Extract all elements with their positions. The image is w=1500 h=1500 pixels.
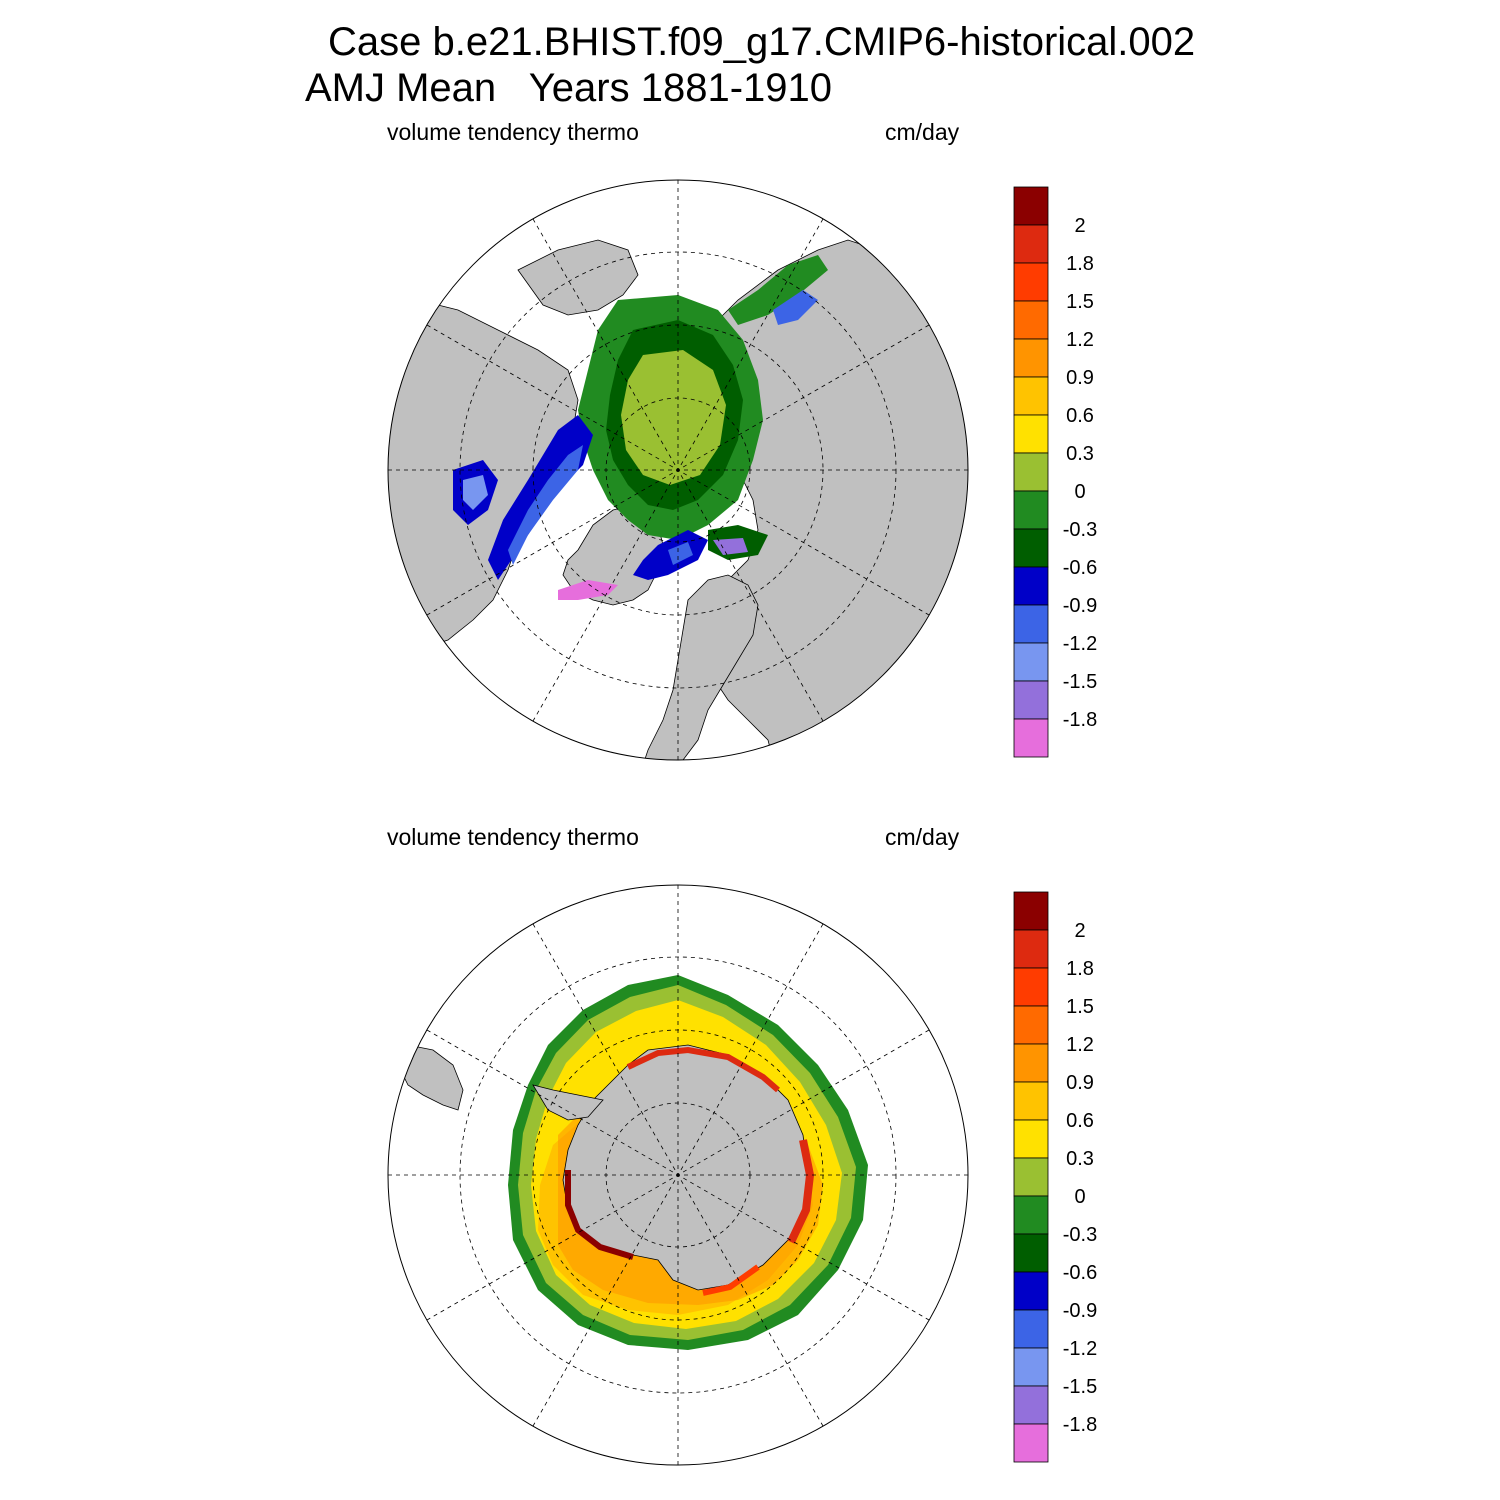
colorbar-tick-label: 0.9 <box>1066 367 1094 389</box>
colorbar-tick-label: 1.2 <box>1066 329 1094 351</box>
panel1-variable-label: volume tendency thermo <box>387 119 639 145</box>
colorbar-tick-label: 1.5 <box>1066 291 1094 313</box>
colorbar-swatch <box>1013 1195 1049 1235</box>
south-map-boundary <box>387 884 969 1466</box>
colorbar-swatch <box>1013 224 1049 264</box>
colorbar-swatch <box>1013 604 1049 644</box>
north-sea-ice-field <box>453 255 828 600</box>
colorbar-tick-label: -0.3 <box>1063 1224 1097 1246</box>
colorbar-swatch <box>1013 1423 1049 1463</box>
colorbar-tick-label: -0.6 <box>1063 1262 1097 1284</box>
panel1-units-label: cm/day <box>885 119 960 145</box>
colorbar-swatch <box>1013 642 1049 682</box>
colorbar-tick-label: 1.5 <box>1066 996 1094 1018</box>
north-polar-map <box>387 179 969 761</box>
south-colorbar: 2 1.8 1.5 1.2 0.9 0.6 0.3 0 -0.3 -0.6 -0.9 -1.2 -1.5… <box>1013 891 1097 1463</box>
south-graticule <box>388 885 968 1465</box>
colorbar-tick-label: -1.5 <box>1063 671 1097 693</box>
colorbar-swatch <box>1013 680 1049 720</box>
colorbar-tick-label: -1.8 <box>1063 1414 1097 1436</box>
colorbar-swatch <box>1013 1081 1049 1121</box>
panel2-variable-label: volume tendency thermo <box>387 824 639 850</box>
figure-title-line1: Case b.e21.BHIST.f09_g17.CMIP6-historica… <box>328 20 1196 64</box>
colorbar-tick-label: 2 <box>1074 920 1085 942</box>
colorbar-swatch <box>1013 1233 1049 1273</box>
colorbar-tick-label: 0.6 <box>1066 405 1094 427</box>
colorbar-tick-label: -0.3 <box>1063 519 1097 541</box>
colorbar-swatch <box>1013 891 1049 931</box>
south-coastal-band-west <box>565 1170 634 1260</box>
colorbar-swatch <box>1013 1119 1049 1159</box>
colorbar-tick-label: -0.9 <box>1063 1300 1097 1322</box>
colorbar-swatch <box>1013 718 1049 758</box>
figure-title-line2: AMJ Mean Years 1881-1910 <box>305 66 833 110</box>
panel2-units-label: cm/day <box>885 824 960 850</box>
colorbar-swatch <box>1013 376 1049 416</box>
colorbar-tick-label: 2 <box>1074 215 1085 237</box>
colorbar-swatch <box>1013 490 1049 530</box>
colorbar-tick-label: -1.2 <box>1063 633 1097 655</box>
south-coastal-band-north <box>626 1046 780 1093</box>
colorbar-swatch <box>1013 452 1049 492</box>
colorbar-tick-label: -1.5 <box>1063 1376 1097 1398</box>
south-coastal-band-south <box>702 1264 760 1296</box>
colorbar-swatch <box>1013 1005 1049 1045</box>
colorbar-tick-label: 0.3 <box>1066 443 1094 465</box>
colorbar-swatch <box>1013 528 1049 568</box>
colorbar-tick-label: -0.6 <box>1063 557 1097 579</box>
colorbar-tick-label: 1.8 <box>1066 958 1094 980</box>
colorbar-tick-label: 1.2 <box>1066 1034 1094 1056</box>
colorbar-tick-label: -1.8 <box>1063 709 1097 731</box>
colorbar-swatch <box>1013 1157 1049 1197</box>
north-map-boundary <box>387 179 969 761</box>
colorbar-tick-label: 0 <box>1074 1186 1085 1208</box>
north-colorbar: 2 1.8 1.5 1.2 0.9 0.6 0.3 0 -0.3 -0.6 -0.9 -1.2 -1.5… <box>1013 186 1097 758</box>
colorbar-swatch <box>1013 1043 1049 1083</box>
colorbar-tick-label: -1.2 <box>1063 1338 1097 1360</box>
antarctic-peninsula-land <box>532 1084 604 1121</box>
north-land <box>388 239 968 760</box>
colorbar-tick-label: -0.9 <box>1063 595 1097 617</box>
colorbar-swatch <box>1013 262 1049 302</box>
colorbar-tick-label: 1.8 <box>1066 253 1094 275</box>
south-coastal-band-east <box>787 1139 815 1244</box>
colorbar-swatch <box>1013 1271 1049 1311</box>
colorbar-swatch <box>1013 967 1049 1007</box>
colorbar-swatch <box>1013 414 1049 454</box>
colorbar-swatch <box>1013 338 1049 378</box>
colorbar-swatch <box>1013 1309 1049 1349</box>
colorbar-swatch <box>1013 566 1049 606</box>
colorbar-swatch <box>1013 186 1049 226</box>
colorbar-tick-label: 0.6 <box>1066 1110 1094 1132</box>
colorbar-tick-label: 0.3 <box>1066 1148 1094 1170</box>
colorbar-tick-label: 0 <box>1074 481 1085 503</box>
colorbar-tick-label: 0.9 <box>1066 1072 1094 1094</box>
colorbar-swatch <box>1013 1385 1049 1425</box>
antarctica-land <box>562 1044 809 1291</box>
north-graticule <box>388 180 968 760</box>
colorbar-swatch <box>1013 300 1049 340</box>
colorbar-swatch <box>1013 929 1049 969</box>
south-polar-map <box>387 884 969 1466</box>
colorbar-swatch <box>1013 1347 1049 1387</box>
